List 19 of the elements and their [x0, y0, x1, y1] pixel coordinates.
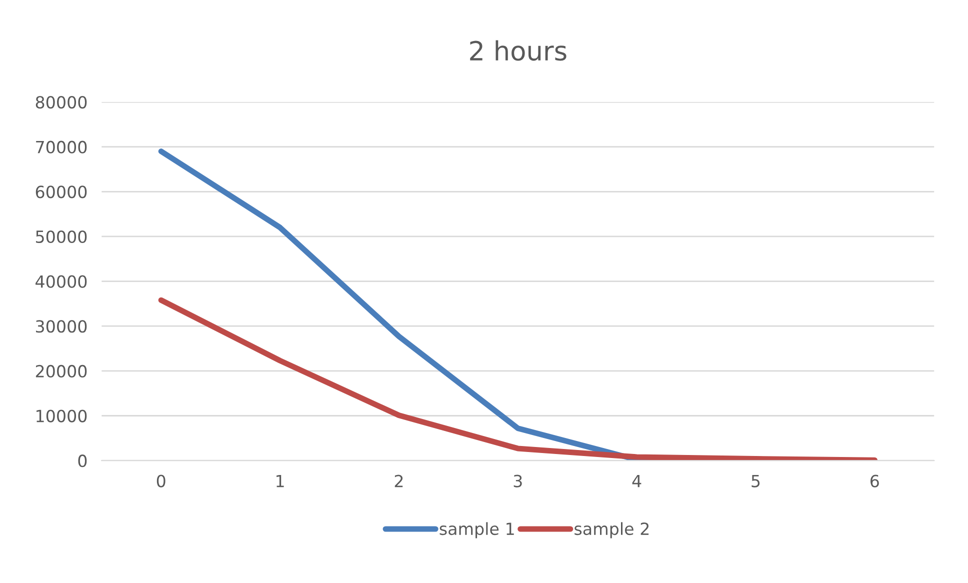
y-tick-label: 30000: [36, 320, 87, 333]
x-tick-label: 6: [870, 474, 879, 488]
x-tick-label: 4: [632, 474, 642, 488]
y-tick-label: 50000: [36, 230, 87, 244]
y-tick-label: 40000: [36, 275, 87, 288]
y-tick-label: 70000: [36, 140, 87, 154]
y-tick-label: 20000: [36, 364, 87, 378]
x-tick-label: 1: [276, 474, 284, 488]
y-tick-label: 80000: [36, 96, 87, 109]
chart-title: 2 hours: [470, 40, 566, 61]
x-tick-label: 5: [752, 474, 760, 488]
y-tick-label: 60000: [36, 186, 87, 198]
legend-label: sample 1: [440, 522, 514, 538]
x-tick-label: 0: [156, 474, 166, 488]
x-tick-label: 2: [394, 474, 403, 488]
legend-label: sample 2: [574, 522, 649, 538]
y-tick-label: 10000: [36, 410, 87, 422]
y-tick-label: 0: [78, 454, 87, 468]
x-tick-label: 3: [514, 474, 522, 488]
